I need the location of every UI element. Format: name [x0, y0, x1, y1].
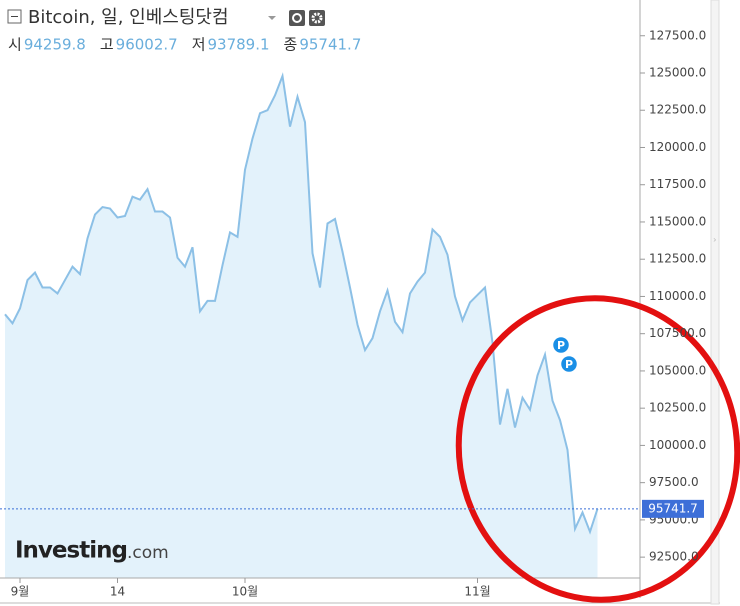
ohlc-value: 93789.1 [208, 36, 270, 54]
y-tick-label: 102500.0 [649, 401, 706, 415]
y-tick-label: 115000.0 [649, 214, 706, 228]
event-marker [559, 354, 579, 374]
y-tick-label: 117500.0 [649, 177, 706, 191]
ohlc-row: 시 94259.8 고 96002.7 저 93789.1 종 95741.7 [8, 36, 361, 54]
x-tick-label: 11월 [464, 585, 490, 599]
ohlc-label: 저 [192, 36, 206, 54]
settings-button[interactable] [309, 10, 325, 26]
y-tick-label: 107500.0 [649, 326, 706, 340]
x-tick-label: 10월 [232, 585, 258, 599]
y-tick-label: 120000.0 [649, 140, 706, 154]
y-tick-label: 105000.0 [649, 363, 706, 377]
event-marker [551, 335, 571, 355]
watermark-suffix: .com [127, 543, 169, 563]
y-tick-label: 122500.0 [649, 103, 706, 117]
y-tick-label: 97500.0 [649, 475, 699, 489]
settings-icon [311, 12, 323, 24]
ohlc-value: 94259.8 [24, 36, 86, 54]
watermark-logo: Investing [15, 538, 127, 564]
y-tick-label: 125000.0 [649, 65, 706, 79]
eye-icon [292, 13, 302, 23]
dropdown-arrow[interactable] [268, 16, 276, 20]
y-tick-label: 100000.0 [649, 438, 706, 452]
last-price-label: 95741.7 [648, 501, 698, 515]
event-marker-label: P [557, 339, 565, 352]
eye-button[interactable] [289, 10, 305, 26]
scroll-arrow[interactable]: › [713, 236, 717, 246]
scrollbar[interactable] [710, 0, 720, 605]
ohlc-label: 시 [8, 36, 22, 54]
y-tick-label: 92500.0 [649, 550, 699, 564]
x-tick-label: 14 [110, 585, 125, 599]
x-tick-label: 9월 [11, 585, 30, 599]
y-tick-label: 112500.0 [649, 252, 706, 266]
chart-title: Bitcoin, 일, 인베스팅닷컴 [28, 7, 229, 28]
last-price-box [642, 499, 704, 518]
event-marker-label: P [565, 358, 573, 371]
price-line [4, 72, 599, 535]
ohlc-value: 95741.7 [299, 36, 361, 54]
y-tick-label: 127500.0 [649, 28, 706, 42]
y-tick-label: 110000.0 [649, 289, 706, 303]
highlight-circle [455, 295, 740, 603]
area-fill [5, 75, 598, 578]
ohlc-value: 96002.7 [116, 36, 178, 54]
plot-area [4, 72, 599, 578]
ohlc-label: 종 [284, 36, 298, 54]
ohlc-label: 고 [100, 36, 114, 54]
